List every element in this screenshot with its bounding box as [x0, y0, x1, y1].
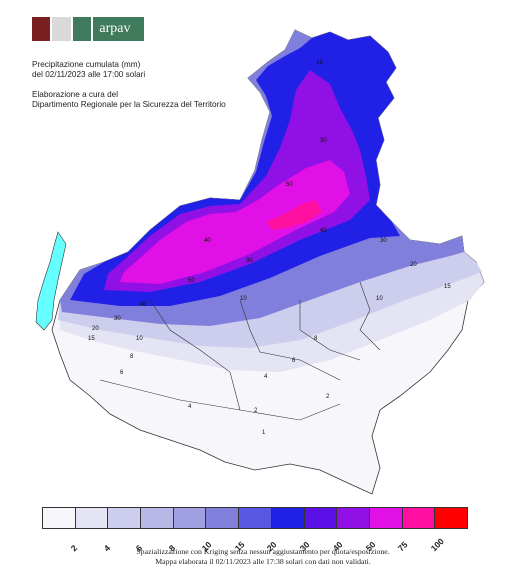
credit-line-2: Dipartimento Regionale per la Sicurezza … [32, 100, 226, 109]
contour-label: 2 [326, 394, 330, 400]
lake-garda [35, 231, 67, 331]
legend-swatch [434, 507, 468, 529]
contour-label: 4 [188, 404, 192, 410]
contour-label: 15 [444, 284, 451, 290]
legend-tick-labels: 2 4 6 8 10 15 20 30 40 50 75 100 [42, 532, 468, 553]
legend-swatch [74, 507, 108, 529]
color-legend [42, 507, 468, 529]
contour-label: 30 [320, 138, 327, 144]
arpav-logo: arpav [32, 17, 145, 41]
contour-label: 10 [240, 296, 247, 302]
legend-swatch [205, 507, 239, 529]
contour-labels: 1 2 4 6 8 10 15 20 30 40 50 16 30 40 30 10 40 50 30 20 15 10 8… [88, 60, 451, 436]
contour-label: 20 [410, 262, 417, 268]
legend-swatch [238, 507, 271, 529]
legend-swatch [303, 507, 337, 529]
arpav-brand-text: arpav [93, 17, 145, 41]
contour-label: 16 [316, 60, 323, 66]
province-border [149, 299, 241, 411]
legend-swatch [140, 507, 173, 529]
contour-label: 30 [380, 238, 387, 244]
precipitation-bands [35, 29, 485, 495]
province-border [299, 300, 361, 361]
contour-label: 8 [130, 354, 134, 360]
legend-swatch [270, 507, 304, 529]
map-header: Precipitazione cumulata (mm) del 02/11/2… [32, 60, 226, 110]
map-footer: Spazializzazione con Kriging senza nessu… [0, 547, 526, 567]
contour-label: 40 [140, 302, 147, 308]
contour-label: 6 [292, 358, 296, 364]
legend-swatch [336, 507, 369, 529]
footer-date-note: Mappa elaborata il 02/11/2023 alle 17:38… [155, 557, 371, 566]
contour-label: 40 [204, 238, 211, 244]
footer-method-note: Spazializzazione con Kriging senza nessu… [136, 547, 390, 556]
band-50-75 [120, 160, 350, 284]
contour-label: 10 [136, 336, 143, 342]
contour-label: 1 [262, 430, 266, 436]
province-border [179, 399, 341, 421]
band-75-100 [266, 200, 322, 230]
regional-emblem-icon [52, 17, 71, 41]
contour-label: 20 [92, 326, 99, 332]
legend-swatch [368, 507, 402, 529]
contour-label: 2 [254, 408, 258, 414]
contour-label: 50 [188, 278, 195, 284]
map-date: del 02/11/2023 alle 17:00 solari [32, 70, 146, 79]
province-border [99, 379, 181, 401]
contour-label: 30 [246, 258, 253, 264]
province-borders [99, 281, 381, 421]
contour-label: 30 [114, 316, 121, 322]
legend-swatch [401, 507, 435, 529]
veneto-lion-emblem-icon [32, 17, 51, 41]
leaf-emblem-icon [72, 17, 92, 41]
contour-label: 40 [320, 228, 327, 234]
contour-label: 4 [264, 374, 268, 380]
contour-label: 10 [376, 296, 383, 302]
contour-label: 50 [286, 182, 293, 188]
legend-swatch [107, 507, 141, 529]
contour-label: 6 [120, 370, 124, 376]
legend-swatch [42, 507, 75, 529]
province-border [359, 281, 381, 351]
contour-label: 8 [314, 336, 318, 342]
legend-swatch [172, 507, 206, 529]
province-border [239, 299, 341, 381]
credit-line-1: Elaborazione a cura del [32, 90, 119, 99]
map-title: Precipitazione cumulata (mm) [32, 60, 141, 69]
contour-label: 15 [88, 336, 95, 342]
